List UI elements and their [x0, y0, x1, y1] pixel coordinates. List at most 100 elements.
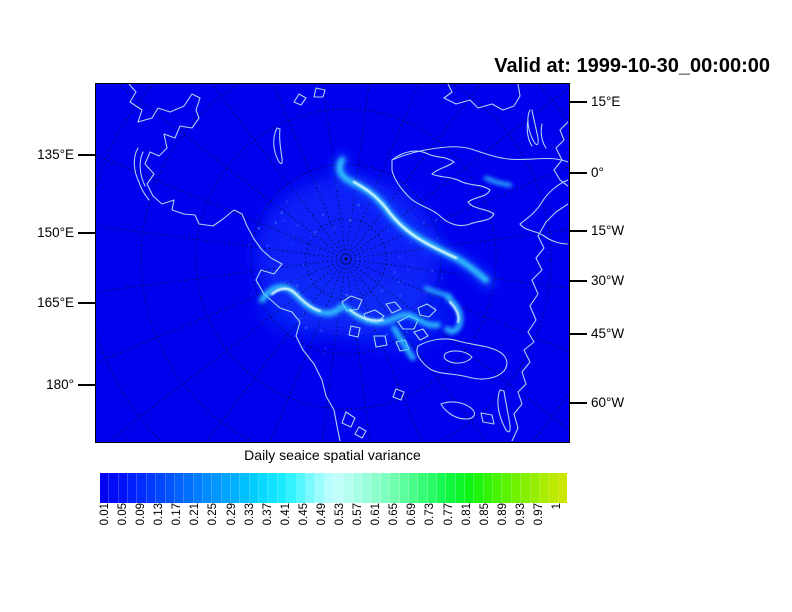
longitude-tick — [78, 232, 95, 234]
colorbar-segment — [352, 473, 363, 503]
colorbar-tick-label: 0.33 — [243, 503, 256, 526]
colorbar-segment — [371, 473, 381, 503]
colorbar-tick-label: 0.65 — [388, 503, 401, 526]
colorbar-segment — [390, 473, 400, 503]
ice-speckle — [335, 236, 340, 241]
colorbar-segment — [343, 473, 353, 503]
colorbar-segment — [539, 473, 550, 503]
ice-speckle — [350, 316, 353, 319]
ice-speckle — [314, 230, 317, 234]
ice-speckle — [282, 219, 286, 223]
longitude-tick — [570, 172, 587, 174]
colorbar-tick-label: 0.61 — [370, 503, 383, 526]
colorbar-tick-label: 0.69 — [406, 503, 419, 526]
variance-core-left — [270, 287, 322, 313]
ice-speckle — [304, 326, 308, 330]
colorbar-segment — [277, 473, 288, 503]
colorbar-segment — [324, 473, 334, 503]
longitude-tick-label: 150°E — [37, 225, 74, 240]
colorbar-tick-label: 0.53 — [334, 503, 347, 526]
ice-speckle — [384, 286, 388, 290]
ice-speckle — [348, 317, 351, 320]
variance-left-cluster — [259, 284, 345, 317]
ice-speckle — [332, 226, 336, 230]
longitude-tick-label: 0° — [591, 165, 604, 180]
coastline-north-coast — [391, 146, 568, 163]
ice-speckle — [302, 263, 305, 266]
colorbar-tick-label: 0.29 — [225, 503, 238, 526]
ice-speckle — [365, 325, 367, 327]
colorbar-segment — [174, 473, 185, 503]
ice-speckle — [250, 293, 252, 295]
longitude-tick — [570, 333, 587, 335]
variance-core-blob — [449, 301, 460, 323]
colorbar-segment — [362, 473, 372, 503]
colorbar-segment — [146, 473, 157, 503]
ice-speckle — [398, 293, 402, 298]
ice-speckle — [324, 347, 327, 350]
ice-speckle — [424, 282, 427, 285]
colorbar-tick-label: 0.09 — [135, 503, 148, 526]
ice-speckle — [393, 270, 397, 274]
ice-speckle — [417, 274, 420, 277]
ice-speckle — [401, 198, 404, 200]
colorbar-tick-label: 0.37 — [261, 503, 274, 526]
colorbar-tick-label: 0.41 — [279, 503, 292, 526]
colorbar-segment — [315, 473, 325, 503]
longitude-tick — [78, 384, 95, 386]
ice-speckle — [295, 321, 299, 324]
colorbar-segment — [128, 473, 138, 503]
colorbar-segment — [305, 473, 316, 503]
ice-speckle — [310, 236, 313, 239]
ice-speckle — [266, 244, 269, 247]
ice-speckle — [352, 307, 355, 309]
coastline-eurasia — [128, 84, 341, 441]
longitude-tick-label: 135°E — [37, 147, 74, 162]
ice-speckle — [281, 246, 285, 250]
variance-core-bottom — [349, 309, 384, 322]
longitude-tick-label: 180° — [46, 377, 74, 392]
longitude-tick-label: 30°W — [591, 273, 625, 288]
ice-speckle — [317, 185, 321, 189]
coastline-top-islets — [293, 87, 326, 106]
ice-speckle — [319, 204, 321, 207]
ice-speckle — [367, 261, 370, 264]
coastline-bottom-islands — [341, 388, 495, 439]
ice-speckle — [308, 300, 312, 304]
colorbar-segment — [502, 473, 512, 503]
colorbar-tick-label: 0.05 — [117, 503, 130, 526]
colorbar-segment — [521, 473, 531, 503]
ice-speckle — [356, 203, 361, 207]
coastline-topright-land — [443, 84, 521, 111]
ice-speckle — [395, 244, 399, 247]
ice-speckle — [398, 255, 401, 258]
latitude-circle — [195, 108, 497, 410]
ice-speckle — [354, 275, 356, 278]
colorbar-segment — [474, 473, 484, 503]
colorbar-tick-label: 0.25 — [207, 503, 220, 526]
longitude-tick — [78, 302, 95, 304]
colorbar-segment — [408, 473, 419, 503]
colorbar-segment — [137, 473, 147, 503]
variance-east-glow — [484, 176, 512, 187]
map-svg — [96, 84, 568, 441]
colorbar-segment — [333, 473, 344, 503]
colorbar-segment — [511, 473, 522, 503]
ice-speckle — [305, 223, 309, 227]
longitude-tick — [570, 101, 587, 103]
colorbar-tick-label: 0.77 — [442, 503, 455, 526]
colorbar-segment — [296, 473, 306, 503]
colorbar-tick-label: 0.13 — [153, 503, 166, 526]
ice-speckle — [436, 236, 439, 240]
ice-speckle — [373, 247, 376, 250]
ice-speckle — [397, 280, 401, 284]
coastline-layer — [128, 84, 568, 441]
colorbar-segment — [549, 473, 559, 503]
coastline-barents-land — [391, 150, 495, 227]
ice-speckle — [316, 247, 319, 249]
colorbar-tick-label: 0.85 — [478, 503, 491, 526]
longitude-tick-label: 60°W — [591, 395, 625, 410]
longitude-tick — [570, 230, 587, 232]
coastline-double-island — [133, 147, 150, 201]
